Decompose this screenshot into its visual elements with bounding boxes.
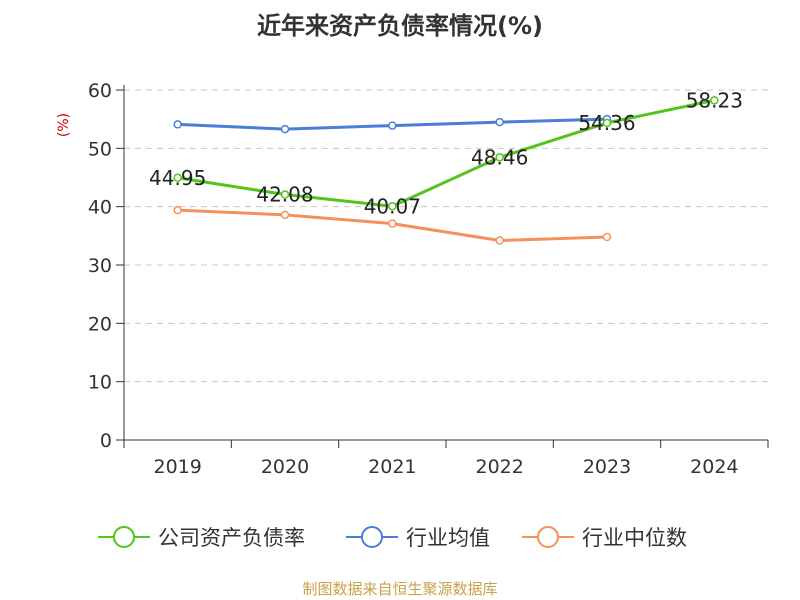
footer-source: 制图数据来自恒生聚源数据库 [302,580,498,598]
data-point [173,120,182,129]
data-point [602,232,612,242]
x-tick-label: 2024 [690,456,738,478]
legend-marker [113,526,135,548]
chart-title: 近年来资产负债率情况(%) [257,12,543,40]
data-point [388,121,397,130]
y-tick-label: 20 [88,313,112,335]
data-label: 44.95 [149,166,206,190]
y-tick-label: 0 [100,430,112,452]
x-tick-label: 2020 [261,456,309,478]
data-label: 58.23 [686,88,743,112]
data-label: 54.36 [578,111,635,135]
x-tick-label: 2019 [153,456,201,478]
y-tick-label: 10 [88,372,112,394]
y-tick-label: 50 [88,138,112,160]
data-point [173,205,182,215]
data-point [280,210,290,220]
data-label: 48.46 [471,145,528,169]
legend-marker [537,526,559,548]
data-label: 40.07 [364,194,421,218]
y-axis-label: (%) [56,113,72,137]
legend-label: 行业中位数 [582,526,687,550]
legend-label: 公司资产负债率 [158,526,305,550]
series-line [177,98,715,208]
data-label: 42.08 [256,183,313,207]
data-point [173,173,182,183]
x-tick-label: 2022 [475,456,523,478]
data-point [280,190,290,199]
x-tick-label: 2023 [583,456,631,478]
y-tick-label: 30 [88,255,112,277]
data-point [388,219,397,228]
data-point [495,236,504,245]
legend-marker [361,526,383,548]
data-point [710,96,719,105]
data-point [388,202,397,211]
data-point [280,124,290,134]
legend-label: 行业均值 [406,526,490,550]
y-tick-label: 40 [88,197,112,219]
data-point [602,118,612,128]
data-point [495,153,504,162]
data-point [495,117,504,127]
x-tick-label: 2021 [368,456,416,478]
y-tick-label: 60 [88,80,112,102]
